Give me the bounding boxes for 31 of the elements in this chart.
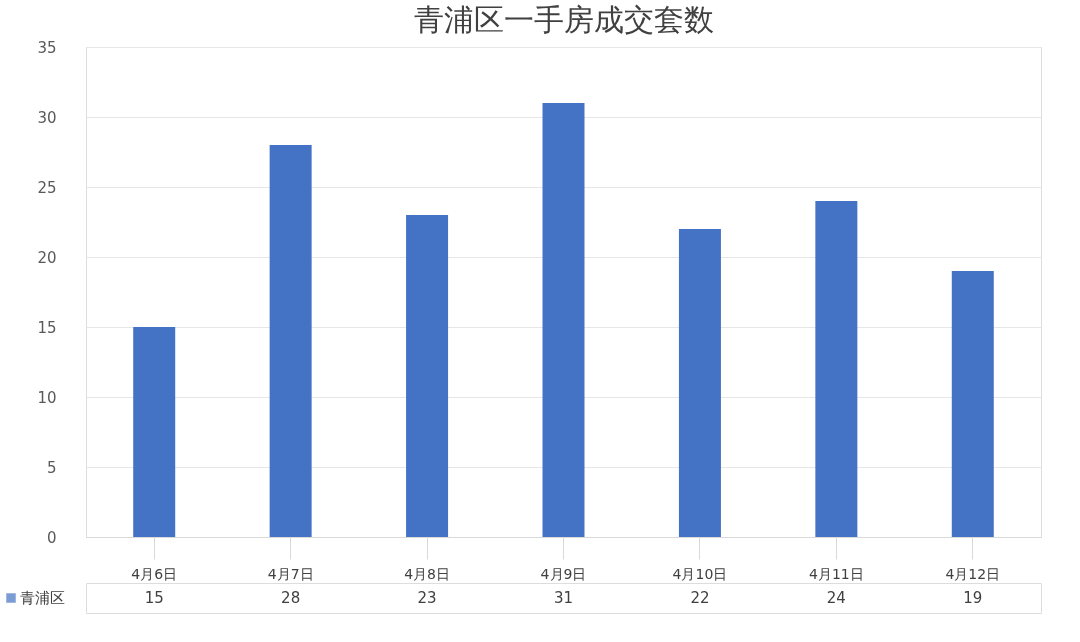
legend-label: 青浦区	[20, 589, 65, 607]
bar	[406, 215, 449, 537]
x-tick-label: 4月12日	[945, 565, 1001, 582]
data-label: 23	[417, 589, 437, 607]
y-tick-label: 30	[37, 108, 57, 127]
x-tick-label: 4月11日	[808, 565, 864, 582]
bar	[951, 271, 994, 537]
data-label: 31	[553, 589, 574, 607]
y-tick-label: 20	[37, 248, 57, 267]
bar	[815, 201, 858, 537]
x-tick-label: 4月10日	[672, 565, 728, 582]
data-label: 28	[281, 589, 301, 607]
data-label: 19	[963, 589, 983, 607]
y-tick-label: 25	[37, 178, 57, 197]
data-label: 24	[826, 589, 846, 607]
bar	[678, 229, 721, 537]
x-tick-label: 4月7日	[267, 565, 314, 582]
bar	[133, 327, 176, 537]
bar	[542, 103, 585, 537]
y-tick-label: 5	[46, 458, 57, 477]
x-tick-label: 4月8日	[404, 565, 450, 582]
chart-title: 青浦区一手房成交套数	[413, 2, 714, 37]
data-label: 15	[144, 589, 164, 607]
data-label: 22	[690, 589, 710, 607]
y-tick-label: 35	[37, 38, 57, 57]
x-tick-label: 4月6日	[131, 565, 178, 582]
x-tick-label: 4月9日	[540, 565, 587, 582]
y-tick-label: 15	[37, 318, 57, 337]
bar	[269, 145, 312, 537]
y-tick-label: 10	[37, 388, 57, 407]
y-tick-label: 0	[46, 528, 57, 547]
